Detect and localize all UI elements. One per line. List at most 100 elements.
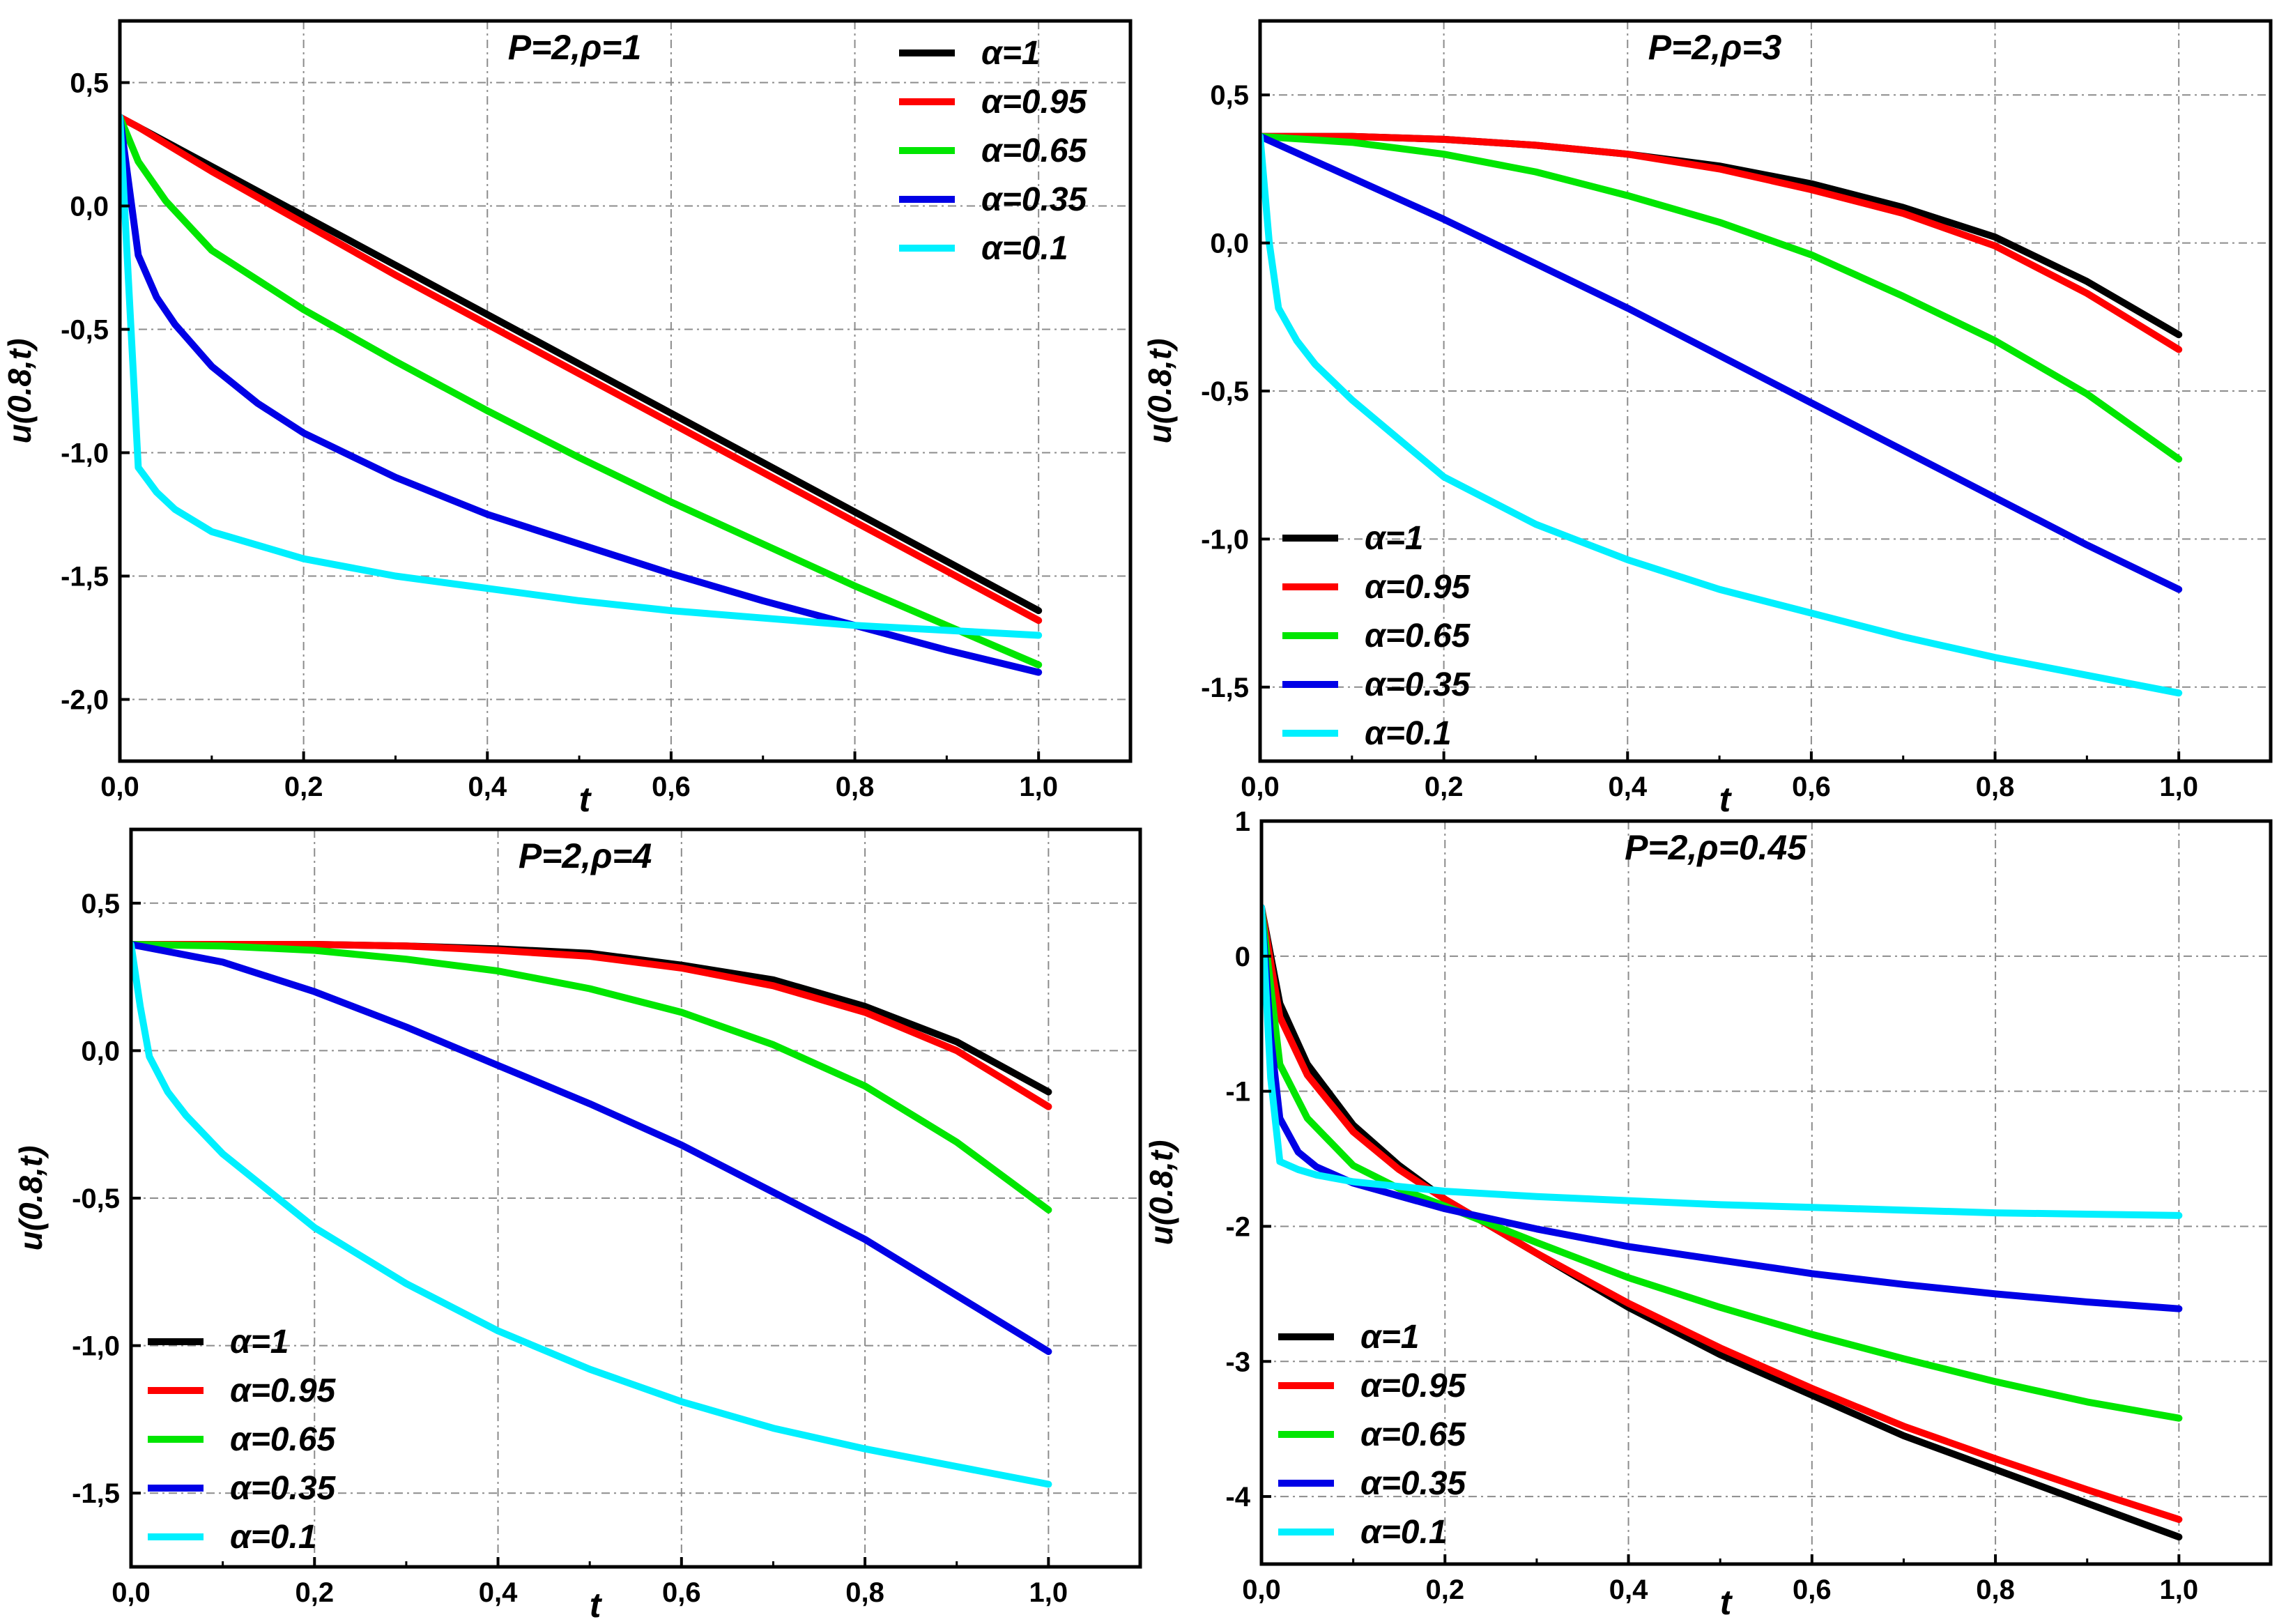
y-tick-label-3: -2 [1225,1211,1250,1242]
chart-title: P=2,ρ=0.45 [1625,828,1807,867]
y-tick-label-4: -1,5 [72,1478,120,1509]
y-tick-label-2: -0,5 [61,315,109,346]
y-tick-label-2: -1 [1225,1077,1250,1108]
y-tick-label-1: 0,0 [81,1036,120,1066]
y-tick-label-1: 0,0 [70,192,109,222]
legend-label-2: α=0.65 [230,1421,337,1458]
y-axis-label: u(0.8,t) [1,339,38,444]
y-tick-label-2: -0,5 [72,1183,120,1214]
series-line-4 [120,114,1043,639]
chart-title: P=2,ρ=3 [1648,28,1782,67]
y-tick-label-5: -2,0 [61,685,109,716]
series-line-2 [120,114,1043,668]
series-group [131,941,1052,1488]
y-tick-label-0: 0,5 [81,889,120,919]
legend: α=1 α=0.95 α=0.65 α=0.35 α=0.1 [899,35,1088,267]
x-tick-label-5: 1,0 [2159,772,2198,802]
legend-label-3: α=0.35 [1365,666,1471,703]
chart-title: P=2,ρ=1 [508,28,642,67]
series-line-0 [131,941,1052,1096]
x-tick-label-2: 0,4 [468,772,507,802]
chart-panel-3: 0,0 0,2 0,4 0,6 0,8 1,0 0,5 0,0 -0,5 -1,0 -1,5 P=2,… [13,827,1142,1624]
legend-label-3: α=0.35 [230,1470,337,1507]
series-line-4 [1260,132,2183,697]
series-line-1 [131,941,1052,1110]
series-line-0 [120,114,1043,615]
plot-frame [1259,819,2273,1566]
y-tick-label-5: -4 [1225,1482,1250,1512]
y-tick-label-4: -1,5 [1201,673,1249,703]
legend: α=1 α=0.95 α=0.65 α=0.35 α=0.1 [1282,520,1471,752]
legend-label-2: α=0.65 [981,132,1088,169]
series-group [120,114,1043,676]
x-tick-label-0: 0,0 [1241,772,1280,802]
grid [1259,21,2271,761]
x-axis-label: t [590,1586,603,1624]
x-tick-label-0: 0,0 [112,1577,151,1608]
y-tick-label-3: -1,0 [1201,524,1249,555]
legend-label-0: α=1 [1360,1319,1420,1356]
x-tick-label-3: 0,6 [662,1577,701,1608]
series-group [1261,904,2183,1541]
x-tick-label-1: 0,2 [284,772,323,802]
y-tick-label-4: -1,5 [61,562,109,592]
y-tick-label-0: 1 [1235,806,1250,837]
series-line-1 [120,114,1043,625]
series-line-4 [1261,904,2183,1219]
legend-label-4: α=0.1 [1365,715,1452,752]
y-tick-label-4: -3 [1225,1347,1250,1377]
legend-label-4: α=0.1 [981,230,1068,267]
x-tick-label-5: 1,0 [2160,1575,2199,1605]
y-tick-label-1: 0,0 [1210,229,1249,259]
legend-label-4: α=0.1 [1360,1514,1448,1551]
y-tick-label-0: 0,5 [70,68,109,99]
series-line-3 [120,114,1043,676]
series-line-1 [1260,132,2183,353]
chart-panel-2: 0,0 0,2 0,4 0,6 0,8 1,0 0,5 0,0 -0,5 -1,0 -1,5 P=2,… [1142,19,2273,819]
legend-label-3: α=0.35 [981,181,1088,218]
legend-label-0: α=1 [1365,520,1424,557]
series-line-2 [1261,904,2183,1422]
x-tick-label-4: 0,8 [1976,772,2015,802]
y-axis-label: u(0.8,t) [1143,1140,1179,1246]
x-tick-label-3: 0,6 [652,772,691,802]
legend: α=1 α=0.95 α=0.65 α=0.35 α=0.1 [1278,1319,1467,1551]
y-axis-label: u(0.8,t) [1142,339,1178,444]
x-tick-label-5: 1,0 [1019,772,1058,802]
series-group [1260,132,2183,697]
x-tick-label-0: 0,0 [100,772,139,802]
x-tick-label-2: 0,4 [1609,1575,1648,1605]
x-axis-label: t [579,780,592,819]
y-axis-label: u(0.8,t) [13,1146,49,1251]
chart-title: P=2,ρ=4 [519,836,652,875]
y-tick-label-0: 0,5 [1210,80,1249,111]
y-tick-label-2: -0,5 [1201,376,1249,407]
x-tick-label-3: 0,6 [1792,772,1831,802]
series-line-2 [1260,132,2183,463]
x-tick-label-1: 0,2 [1425,772,1464,802]
series-line-1 [1261,904,2183,1523]
series-line-3 [1261,904,2183,1312]
legend-label-1: α=0.95 [230,1372,337,1409]
series-line-3 [1260,132,2183,593]
legend-label-1: α=0.95 [981,84,1088,121]
chart-panel-1: 0,0 0,2 0,4 0,6 0,8 1,0 0,5 0,0 -0,5 -1,0 -1,5 -2,0… [1,19,1133,819]
x-tick-label-3: 0,6 [1793,1575,1832,1605]
legend-label-0: α=1 [230,1324,289,1361]
x-tick-label-0: 0,0 [1242,1575,1281,1605]
series-line-2 [131,941,1052,1213]
legend: α=1 α=0.95 α=0.65 α=0.35 α=0.1 [148,1324,337,1556]
x-tick-label-1: 0,2 [295,1577,334,1608]
y-tick-label-3: -1,0 [72,1331,120,1362]
x-tick-label-2: 0,4 [1608,772,1647,802]
x-tick-label-4: 0,8 [1976,1575,2015,1605]
legend-label-2: α=0.65 [1360,1416,1467,1453]
x-axis-label: t [1719,780,1733,819]
legend-label-4: α=0.1 [230,1519,317,1556]
x-tick-label-1: 0,2 [1425,1575,1464,1605]
legend-label-1: α=0.95 [1360,1368,1467,1404]
series-line-4 [131,941,1052,1488]
x-tick-label-2: 0,4 [479,1577,518,1608]
legend-label-3: α=0.35 [1360,1465,1467,1502]
